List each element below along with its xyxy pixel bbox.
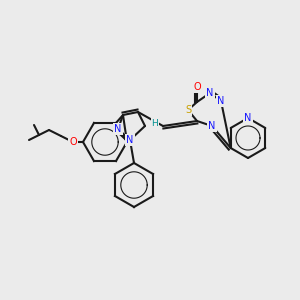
Text: S: S	[185, 105, 191, 115]
Text: N: N	[206, 88, 214, 98]
Text: N: N	[114, 124, 122, 134]
Text: N: N	[208, 121, 216, 131]
Text: O: O	[193, 82, 201, 92]
Text: O: O	[69, 137, 77, 147]
Text: N: N	[126, 135, 134, 145]
Text: N: N	[244, 113, 252, 123]
Text: N: N	[244, 113, 252, 123]
Text: N: N	[217, 96, 225, 106]
Text: H: H	[152, 118, 158, 127]
